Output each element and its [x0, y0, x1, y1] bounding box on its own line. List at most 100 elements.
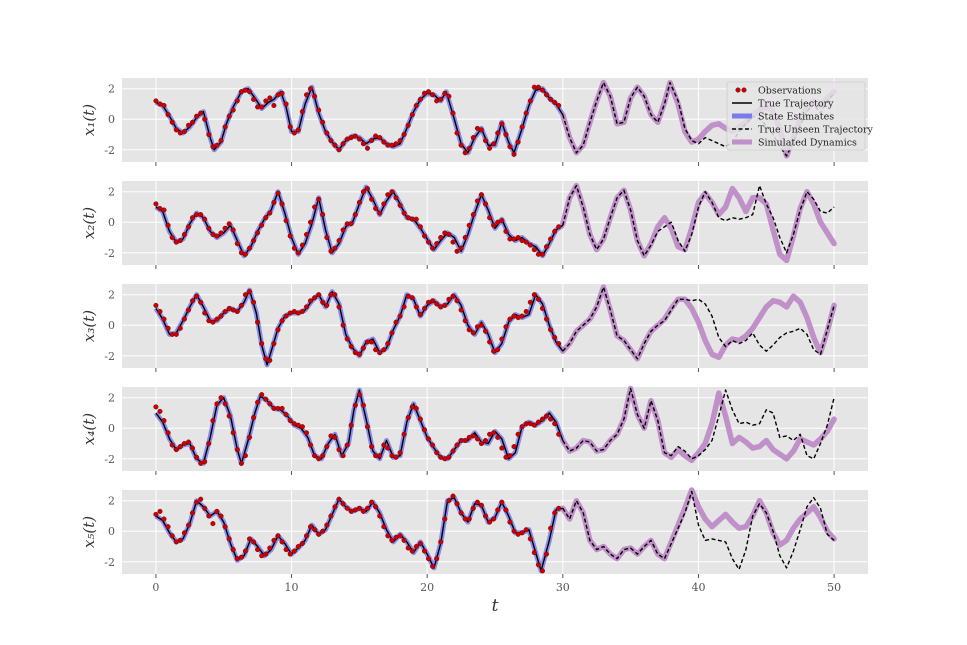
observation-point	[519, 313, 525, 319]
observation-point	[161, 516, 167, 522]
y-tick-label: 0	[108, 319, 115, 332]
observation-point	[523, 309, 529, 315]
observation-point	[438, 96, 444, 102]
panel-background	[122, 490, 868, 574]
observation-point	[438, 539, 444, 545]
observation-point	[332, 434, 338, 440]
observation-point	[417, 96, 423, 102]
observation-point	[194, 499, 200, 505]
observation-point	[242, 548, 248, 554]
observation-point	[531, 247, 537, 253]
observation-point	[251, 539, 257, 545]
observation-point	[454, 130, 460, 136]
y-tick-label: 0	[108, 525, 115, 538]
observation-point	[263, 396, 269, 402]
observation-point	[189, 510, 195, 516]
observation-point	[259, 341, 265, 347]
observation-point	[312, 93, 318, 99]
observation-point	[316, 456, 322, 462]
observation-point	[308, 442, 314, 448]
observation-point	[291, 245, 297, 251]
observation-point	[222, 309, 228, 315]
observation-point	[544, 244, 550, 250]
observation-point	[446, 454, 452, 460]
true-unseen-trajectory-line	[562, 81, 835, 157]
observation-point	[519, 124, 525, 130]
observation-point	[287, 551, 293, 557]
observation-point	[304, 231, 310, 237]
observation-point	[446, 93, 452, 99]
observation-point	[230, 430, 236, 436]
observation-point	[470, 330, 476, 336]
observation-point	[283, 412, 289, 418]
observation-point	[246, 434, 252, 440]
observation-point	[275, 190, 281, 196]
observation-point	[535, 84, 541, 90]
observation-point	[495, 130, 501, 136]
observation-point	[312, 295, 318, 301]
observation-point	[246, 289, 252, 295]
observation-point	[189, 298, 195, 304]
observation-point	[214, 142, 220, 148]
observation-point	[405, 122, 411, 128]
observation-point	[409, 112, 415, 118]
observation-point	[177, 537, 183, 543]
observation-point	[328, 513, 334, 519]
observation-point	[527, 242, 533, 248]
observation-point	[255, 319, 261, 325]
observation-point	[340, 501, 346, 507]
observation-point	[181, 316, 187, 322]
observation-point	[320, 299, 326, 305]
y-axis-label: x₄(t)	[80, 413, 98, 445]
observation-point	[267, 545, 273, 551]
observation-point	[312, 453, 318, 459]
observation-point	[556, 102, 562, 108]
observation-point	[422, 427, 428, 433]
observation-point	[173, 331, 179, 337]
observation-point	[153, 511, 159, 517]
observation-point	[299, 109, 305, 115]
observation-point	[422, 233, 428, 239]
observation-point	[185, 307, 191, 313]
observation-point	[495, 507, 501, 513]
observation-point	[189, 445, 195, 451]
observation-point	[381, 139, 387, 145]
legend-label: Simulated Dynamics	[758, 138, 857, 149]
observation-point	[458, 510, 464, 516]
observation-point	[450, 239, 456, 245]
observation-point	[535, 419, 541, 425]
observation-point	[360, 508, 366, 514]
observation-point	[356, 505, 362, 511]
observation-point	[238, 302, 244, 308]
y-tick-label: 0	[108, 113, 115, 126]
observation-point	[344, 442, 350, 448]
observation-point	[336, 304, 342, 310]
observation-point	[544, 551, 550, 557]
observation-point	[523, 110, 529, 116]
observation-point	[320, 453, 326, 459]
observation-point	[161, 207, 167, 213]
observation-point	[495, 434, 501, 440]
observation-point	[470, 433, 476, 439]
observation-point	[287, 124, 293, 130]
observation-point	[360, 402, 366, 408]
observation-point	[299, 424, 305, 430]
observation-point	[173, 447, 179, 453]
panel-3: -2 0 2 x₃(t)	[80, 284, 868, 372]
observation-point	[462, 318, 468, 324]
observation-point	[263, 98, 269, 104]
observation-point	[507, 453, 513, 459]
observation-point	[320, 528, 326, 534]
observation-point	[397, 138, 403, 144]
observation-point	[214, 508, 220, 514]
legend-label: Observations	[758, 86, 822, 97]
observation-point	[324, 444, 330, 450]
observation-point	[153, 201, 159, 207]
observation-point	[161, 316, 167, 322]
observation-point	[491, 141, 497, 147]
observation-point	[417, 541, 423, 547]
observation-point	[385, 533, 391, 539]
observation-point	[198, 496, 204, 502]
observation-point	[458, 245, 464, 251]
observation-point	[438, 234, 444, 240]
